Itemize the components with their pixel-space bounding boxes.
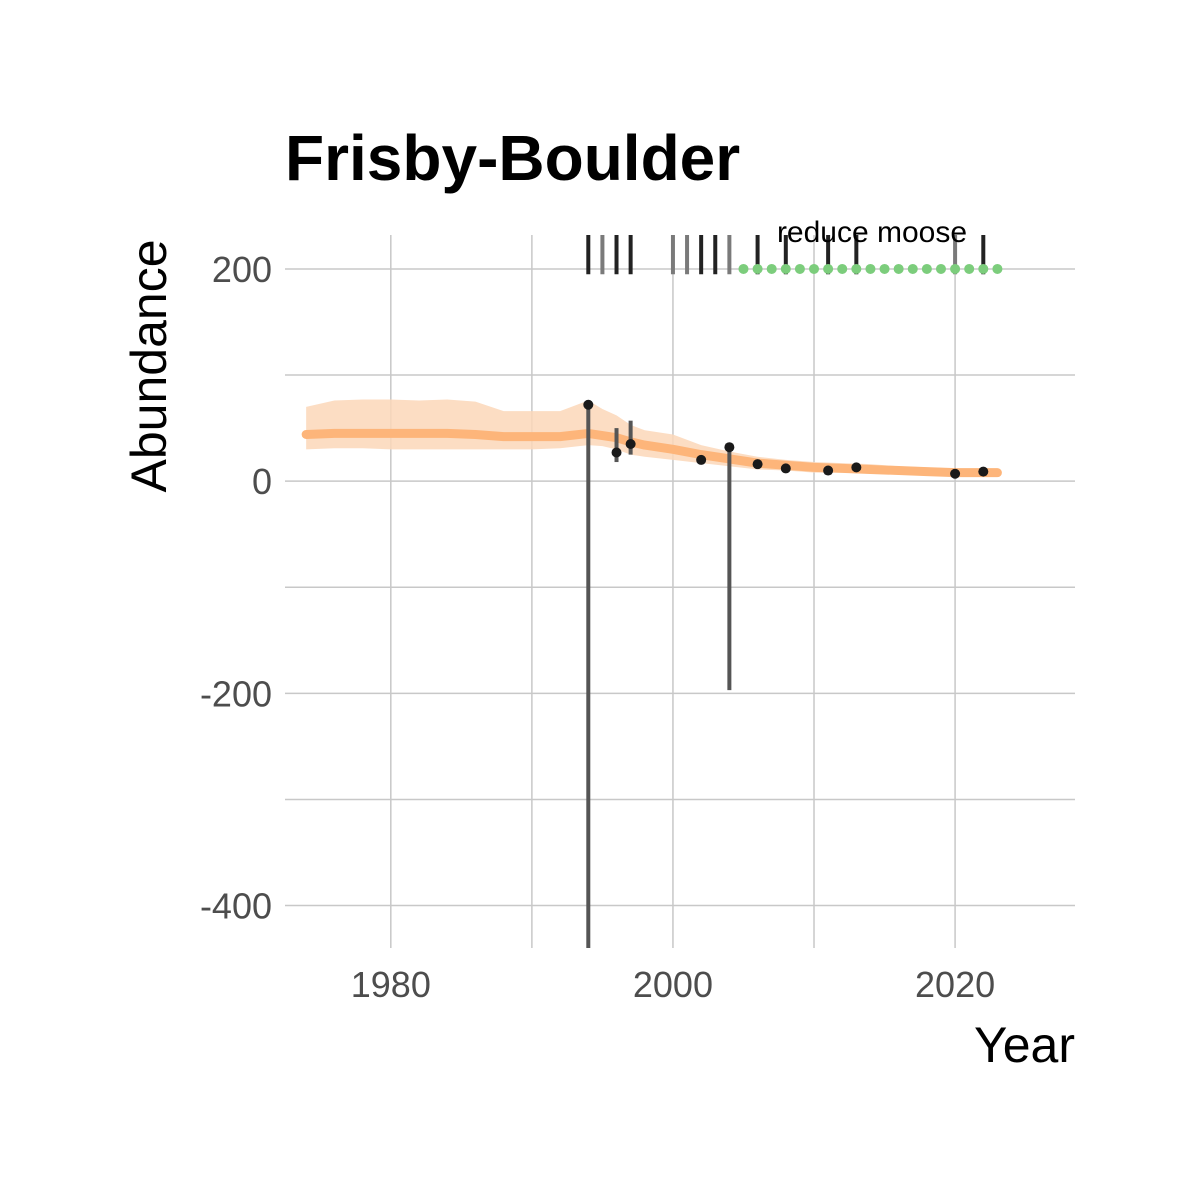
x-axis-ticks: 1980 2000 2020 [351,964,995,1005]
trend-line-group [301,428,1002,478]
management-point [738,263,749,274]
management-point [865,263,876,274]
observation-point [696,454,707,465]
observation-point [851,462,862,473]
observation-point [978,466,989,477]
error-bars [586,404,732,948]
y-tick-label: 200 [212,249,272,290]
management-point [851,263,862,274]
y-tick-label: 0 [252,461,272,502]
management-point [879,263,890,274]
x-tick-label: 1980 [351,964,431,1005]
management-point [766,263,777,274]
y-axis-ticks: -400 -200 0 200 [200,249,272,927]
management-point [893,263,904,274]
x-tick-label: 2000 [633,964,713,1005]
management-point [992,263,1003,274]
y-tick-label: -400 [200,886,272,927]
confidence-ribbon [306,399,998,475]
management-label: reduce moose [777,216,967,249]
observation-point [625,439,636,450]
management-point [907,263,918,274]
observation-point [724,442,735,453]
observation-points [583,399,989,479]
x-tick-label: 2020 [915,964,995,1005]
management-point [964,263,975,274]
management-point [921,263,932,274]
management-point [978,263,989,274]
management-point [823,263,834,274]
observation-point [611,447,622,458]
management-markers [738,263,1003,274]
management-point [752,263,763,274]
observation-point [583,399,594,410]
x-axis-title: Year [974,1017,1075,1073]
trend-line [301,428,1002,478]
management-point [837,263,848,274]
management-point [950,263,961,274]
y-tick-label: -200 [200,673,272,714]
management-point [794,263,805,274]
management-point [809,263,820,274]
observation-point [752,459,763,470]
y-axis-title: Abundance [121,239,177,492]
observation-point [950,468,961,479]
management-point [780,263,791,274]
management-point [935,263,946,274]
observation-point [780,463,791,474]
gridlines [285,235,1075,948]
confidence-ribbon-group [306,399,998,475]
chart-title: Frisby-Boulder [285,122,740,194]
observation-point [823,465,834,476]
